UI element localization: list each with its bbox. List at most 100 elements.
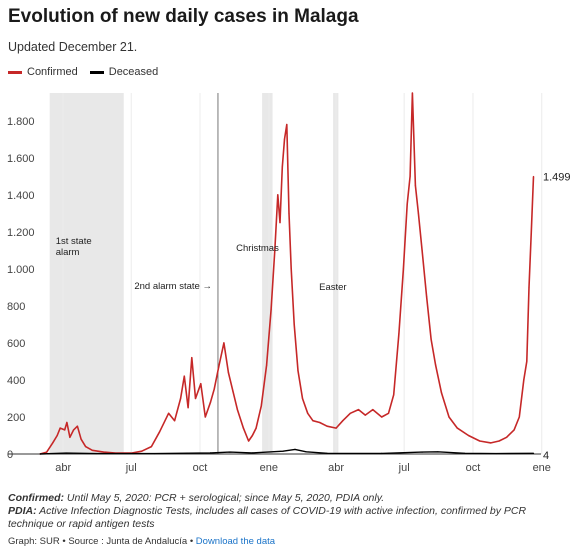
- data-point-deceased: [251, 452, 253, 454]
- note-pdia-text: Active Infection Diagnostic Tests, inclu…: [8, 505, 527, 530]
- data-point-confirmed: [150, 446, 152, 448]
- note-confirmed-label: Confirmed:: [8, 492, 64, 504]
- data-point-confirmed: [260, 405, 262, 407]
- data-point-confirmed: [402, 268, 404, 270]
- chart-title: Evolution of new daily cases in Malaga: [8, 6, 359, 27]
- data-point-confirmed: [417, 212, 419, 214]
- data-point-confirmed: [523, 379, 525, 381]
- data-point-confirmed: [277, 194, 279, 196]
- legend-label-confirmed: Confirmed: [27, 66, 78, 78]
- data-point-deceased: [65, 452, 67, 454]
- data-point-confirmed: [266, 364, 268, 366]
- y-tick-label: 800: [7, 301, 25, 313]
- credits-text: Graph: SUR • Source : Junta de Andalucía…: [8, 536, 194, 547]
- data-point-confirmed: [91, 449, 93, 451]
- data-point-confirmed: [232, 390, 234, 392]
- annotation-label-2: Christmas: [236, 243, 279, 254]
- data-point-confirmed: [319, 421, 321, 424]
- note-confirmed-text: Until May 5, 2020: PCR + serological; si…: [66, 492, 385, 504]
- data-point-confirmed: [209, 401, 212, 403]
- chart-legend: Confirmed Deceased: [8, 66, 170, 78]
- data-point-confirmed: [456, 427, 458, 429]
- data-point-confirmed: [387, 412, 390, 414]
- data-point-confirmed: [406, 203, 408, 205]
- data-point-confirmed: [393, 394, 395, 396]
- data-point-confirmed: [76, 425, 78, 427]
- data-point-confirmed: [85, 446, 87, 448]
- data-point-confirmed: [227, 371, 229, 374]
- data-point-confirmed: [204, 416, 206, 418]
- note-pdia-label: PDIA:: [8, 505, 37, 517]
- data-point-confirmed: [411, 92, 413, 94]
- legend-item-deceased[interactable]: Deceased: [89, 66, 158, 78]
- data-point-confirmed: [297, 370, 299, 372]
- data-point-confirmed: [364, 414, 366, 416]
- legend-swatch-deceased: [89, 70, 104, 74]
- data-point-confirmed: [279, 222, 281, 224]
- data-point-confirmed: [506, 436, 508, 438]
- data-point-confirmed: [467, 434, 470, 437]
- y-tick-label: 600: [7, 338, 25, 350]
- data-point-confirmed: [168, 412, 170, 414]
- data-point-confirmed: [421, 249, 423, 251]
- y-tick-label: 1.800: [7, 116, 35, 128]
- x-tick-label: oct: [466, 462, 481, 474]
- data-point-confirmed: [200, 383, 202, 385]
- data-point-deceased: [381, 452, 383, 454]
- data-point-confirmed: [414, 185, 416, 187]
- data-point-confirmed: [342, 420, 344, 422]
- y-tick-label: 400: [7, 375, 25, 387]
- data-point-deceased: [421, 451, 423, 453]
- data-point-confirmed: [430, 338, 432, 340]
- annotation-label-1: 2nd alarm state →: [134, 281, 212, 292]
- data-point-confirmed: [159, 431, 161, 433]
- data-point-confirmed: [103, 451, 105, 453]
- data-point-confirmed: [288, 212, 290, 214]
- data-point-confirmed: [526, 360, 528, 362]
- series-line-confirmed: [39, 92, 535, 455]
- data-point-confirmed: [479, 440, 481, 442]
- data-point-confirmed: [530, 231, 532, 233]
- data-point-confirmed: [301, 397, 304, 400]
- data-point-deceased: [437, 451, 439, 453]
- data-point-confirmed: [409, 175, 411, 177]
- x-tick-label: abr: [328, 462, 344, 474]
- legend-item-confirmed[interactable]: Confirmed: [8, 66, 78, 78]
- data-point-confirmed: [518, 416, 520, 418]
- data-point-confirmed: [440, 392, 443, 394]
- data-point-confirmed: [251, 434, 253, 437]
- data-point-confirmed: [290, 268, 292, 270]
- note-pdia: PDIA: Active Infection Diagnostic Tests,…: [8, 505, 574, 531]
- data-point-confirmed: [46, 451, 48, 453]
- data-point-confirmed: [372, 409, 374, 411]
- chart-credits: Graph: SUR • Source : Junta de Andalucía…: [8, 536, 275, 547]
- data-point-deceased: [495, 453, 497, 455]
- data-point-confirmed: [236, 409, 238, 411]
- end-label-confirmed: 1.499: [543, 171, 571, 183]
- end-label-deceased: 4: [543, 450, 549, 462]
- data-point-confirmed: [248, 440, 250, 442]
- data-point-deceased: [229, 451, 231, 453]
- download-data-link[interactable]: Download the data: [195, 536, 276, 547]
- y-tick-label: 1.000: [7, 264, 35, 276]
- data-point-confirmed: [349, 412, 351, 414]
- data-point-deceased: [209, 452, 212, 454]
- data-point-confirmed: [435, 364, 437, 366]
- data-point-confirmed: [498, 440, 500, 442]
- data-point-confirmed: [426, 296, 428, 298]
- line-chart: 0 200 400 600 800 1.000 1.200 1.400 1.600 1.800 ab…: [7, 92, 571, 474]
- data-point-deceased: [305, 451, 307, 453]
- data-point-deceased: [39, 453, 41, 455]
- data-point-confirmed: [283, 138, 286, 140]
- data-point-confirmed: [490, 442, 492, 444]
- data-point-confirmed: [448, 416, 450, 418]
- chart-notes: Confirmed: Until May 5, 2020: PCR + sero…: [8, 492, 574, 531]
- data-point-confirmed: [66, 421, 68, 424]
- x-tick-label: jul: [125, 462, 137, 474]
- data-point-confirmed: [64, 429, 66, 431]
- y-tick-label: 0: [7, 449, 13, 461]
- data-point-deceased: [532, 452, 535, 454]
- data-point-confirmed: [213, 388, 215, 390]
- data-point-confirmed: [69, 436, 71, 438]
- x-tick-label: ene: [260, 462, 278, 474]
